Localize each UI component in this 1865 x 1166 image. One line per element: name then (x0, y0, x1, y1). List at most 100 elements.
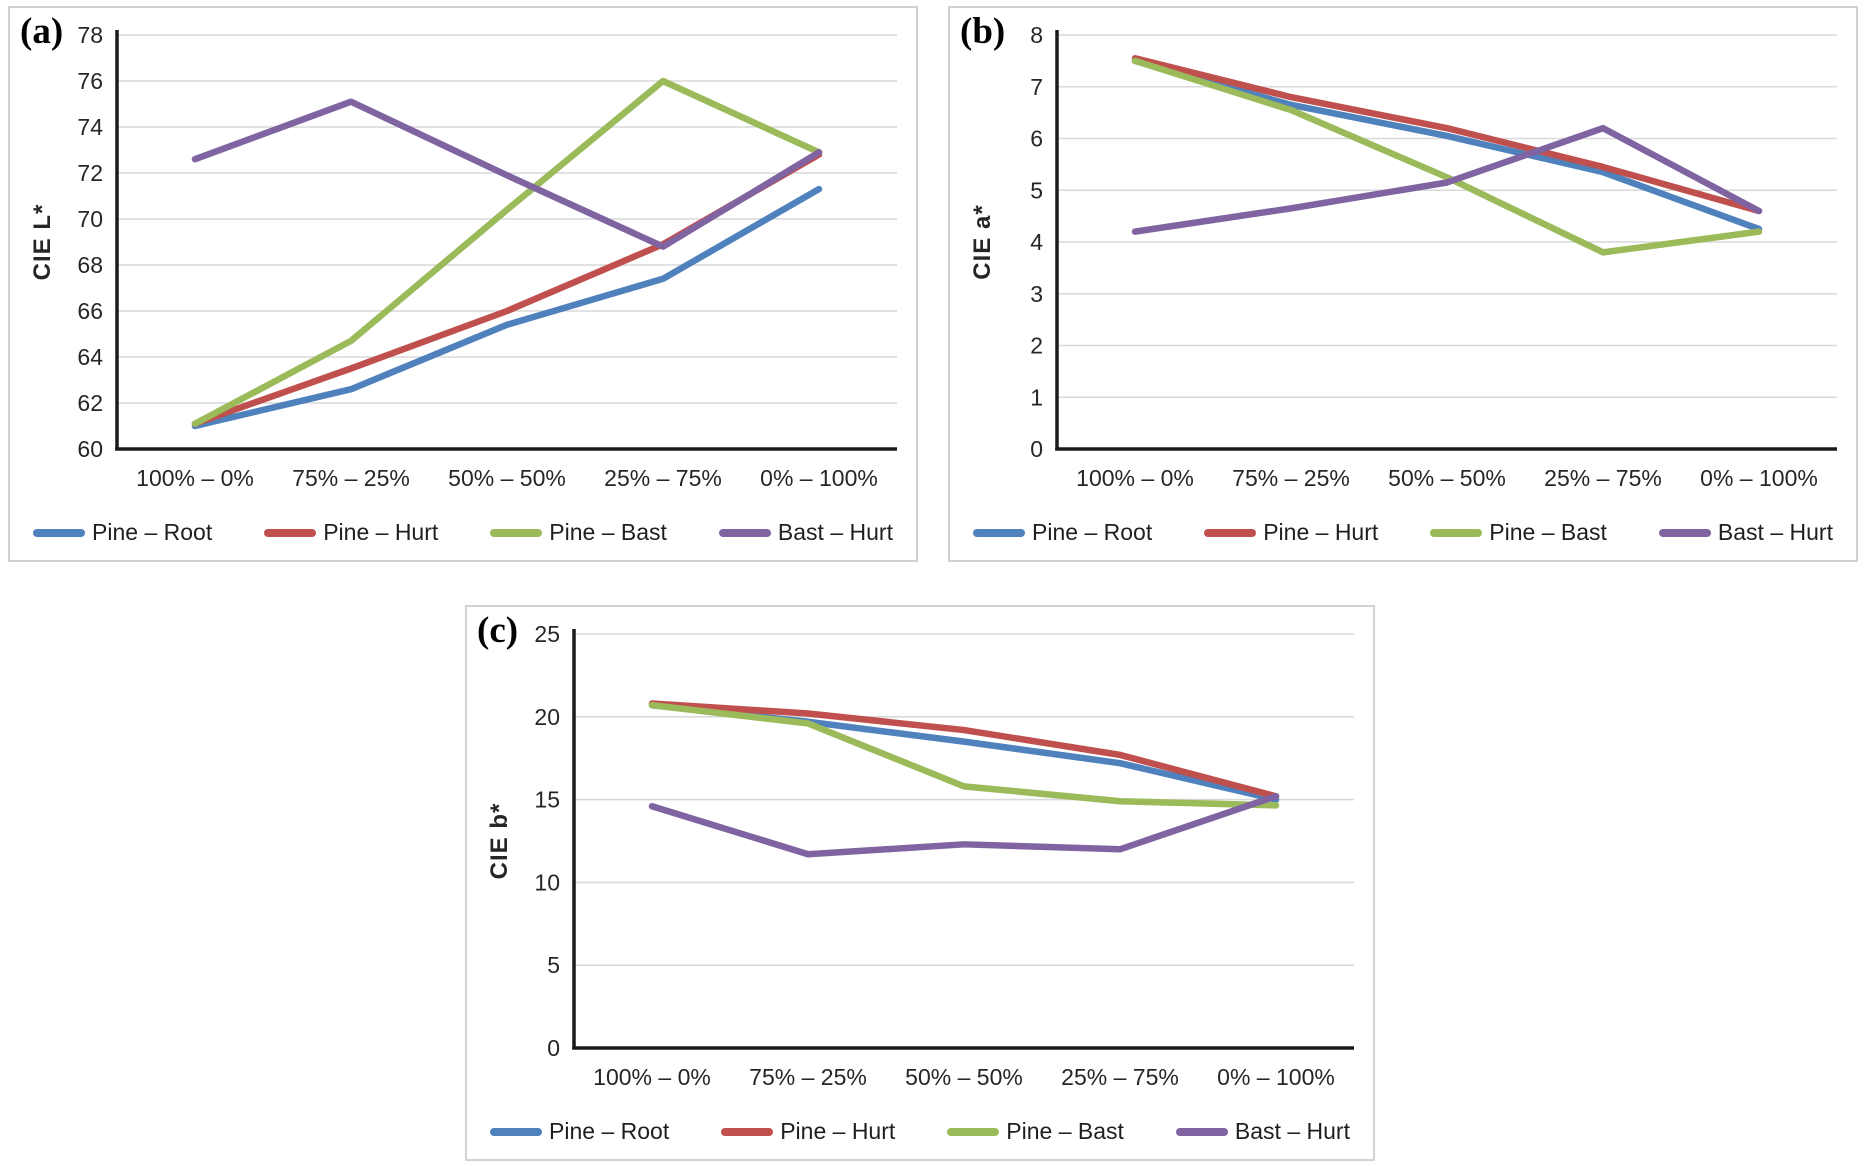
chart-b-legend: Pine – Root Pine – Hurt Pine – Bast Bast – … (950, 519, 1856, 546)
y-tick-label: 10 (534, 869, 560, 895)
x-tick-label: 100% – 0% (593, 1064, 711, 1090)
legend-swatch-icon (264, 528, 317, 537)
y-tick-label: 2 (1030, 333, 1043, 359)
x-tick-label: 25% – 75% (1544, 465, 1662, 491)
legend-swatch-icon (1430, 528, 1483, 537)
y-tick-label: 6 (1030, 126, 1043, 152)
panel-b: (b) 0 1 2 3 4 5 6 7 8 100% – 0% 75% – 25% 50% – 50%… (948, 6, 1858, 562)
y-tick-label: 64 (77, 344, 103, 370)
x-tick-label: 100% – 0% (136, 465, 254, 491)
legend-item: Pine – Root (33, 519, 212, 546)
legend-swatch-icon (1204, 528, 1257, 537)
legend-swatch-icon (973, 528, 1026, 537)
legend-label: Pine – Hurt (780, 1118, 896, 1144)
series-line-pine-root (1131, 57, 1763, 233)
chart-a-legend: Pine – Root Pine – Hurt Pine – Bast Bast – … (10, 519, 916, 546)
y-tick-label: 0 (1030, 436, 1043, 462)
x-tick-label: 75% – 25% (1232, 465, 1350, 491)
panel-a-label: (a) (20, 11, 64, 52)
panel-b-label: (b) (960, 11, 1006, 52)
legend-swatch-icon (721, 1127, 774, 1136)
y-tick-label: 20 (534, 704, 560, 730)
legend-label: Pine – Bast (1489, 519, 1607, 545)
legend-swatch-icon (1175, 1127, 1228, 1136)
y-axis-title: CIE L* (29, 204, 56, 281)
y-axis-title: CIE a* (969, 204, 996, 279)
series-line-bast-hurt (191, 98, 823, 250)
x-tick-label: 75% – 25% (749, 1064, 867, 1090)
legend-item: Pine – Root (490, 1118, 669, 1145)
x-tick-label: 25% – 75% (1061, 1064, 1179, 1090)
legend-item: Bast – Hurt (718, 519, 893, 546)
legend-label: Pine – Bast (549, 519, 667, 545)
series-line-pine-hurt (648, 700, 1280, 800)
series-line-bast-hurt (1131, 124, 1763, 235)
x-tick-label: 100% – 0% (1076, 465, 1194, 491)
legend-swatch-icon (490, 1127, 543, 1136)
y-tick-label: 62 (77, 390, 103, 416)
legend-item: Pine – Bast (947, 1118, 1124, 1145)
y-tick-label: 76 (77, 68, 103, 94)
y-tick-label: 68 (77, 252, 103, 278)
legend-label: Pine – Hurt (1263, 519, 1379, 545)
legend-item: Pine – Hurt (721, 1118, 895, 1145)
chart-c-plot: 0 5 10 15 20 25 100% – 0% 75% – 25% 50% – 50% 25%… (486, 621, 1354, 1090)
y-tick-label: 8 (1030, 22, 1043, 48)
legend-label: Bast – Hurt (1234, 1118, 1350, 1144)
x-tick-label: 0% – 100% (760, 465, 878, 491)
legend-label: Pine – Root (1032, 519, 1153, 545)
y-tick-label: 60 (77, 436, 103, 462)
legend-swatch-icon (947, 1127, 1000, 1136)
legend-label: Pine – Root (549, 1118, 670, 1144)
legend-label: Bast – Hurt (1717, 519, 1833, 545)
x-tick-label: 50% – 50% (905, 1064, 1023, 1090)
y-tick-label: 0 (547, 1035, 560, 1061)
x-tick-label: 0% – 100% (1700, 465, 1818, 491)
y-tick-label: 70 (77, 206, 103, 232)
panel-c-label: (c) (477, 610, 519, 651)
y-tick-label: 15 (534, 787, 560, 813)
legend-item: Pine – Root (973, 519, 1152, 546)
legend-swatch-icon (490, 528, 543, 537)
series-line-bast-hurt (648, 793, 1280, 858)
y-tick-label: 74 (77, 114, 103, 140)
series-line-pine-bast (1131, 57, 1763, 256)
x-tick-label: 50% – 50% (448, 465, 566, 491)
y-tick-label: 3 (1030, 281, 1043, 307)
legend-item: Pine – Bast (490, 519, 667, 546)
legend-item: Bast – Hurt (1175, 1118, 1350, 1145)
legend-item: Pine – Bast (1430, 519, 1607, 546)
legend-item: Pine – Hurt (264, 519, 438, 546)
series-line-pine-hurt (1131, 55, 1763, 215)
panel-c: (c) 0 5 10 15 20 25 100% – 0% 75% – 25% 50% – 50… (465, 605, 1375, 1161)
series-line-pine-root (191, 185, 823, 430)
y-tick-label: 72 (77, 160, 103, 186)
series-line-pine-hurt (191, 151, 823, 427)
legend-label: Pine – Root (92, 519, 213, 545)
panel-a: (a) 60 62 64 66 68 70 72 74 76 78 100% – 0% 75% – 2… (8, 6, 918, 562)
chart-a-plot: 60 62 64 66 68 70 72 74 76 78 100% – 0% 75% – 25% 50… (29, 22, 897, 491)
y-tick-label: 78 (77, 22, 103, 48)
legend-swatch-icon (1658, 528, 1711, 537)
legend-label: Bast – Hurt (777, 519, 893, 545)
series-line-pine-bast (648, 701, 1280, 809)
series-line-pine-bast (191, 77, 823, 427)
legend-swatch-icon (33, 528, 86, 537)
y-tick-label: 4 (1030, 229, 1043, 255)
x-tick-label: 0% – 100% (1217, 1064, 1335, 1090)
chart-b-plot: 0 1 2 3 4 5 6 7 8 100% – 0% 75% – 25% 50% – 50% 25% … (969, 22, 1837, 491)
chart-c-legend: Pine – Root Pine – Hurt Pine – Bast Bast – … (467, 1118, 1373, 1145)
legend-item: Pine – Hurt (1204, 519, 1378, 546)
x-tick-label: 50% – 50% (1388, 465, 1506, 491)
legend-swatch-icon (718, 528, 771, 537)
legend-label: Pine – Bast (1006, 1118, 1124, 1144)
y-tick-label: 66 (77, 298, 103, 324)
y-tick-label: 1 (1030, 384, 1043, 410)
y-tick-label: 7 (1030, 74, 1043, 100)
y-axis-title: CIE b* (486, 803, 513, 880)
legend-label: Pine – Hurt (323, 519, 439, 545)
legend-item: Bast – Hurt (1658, 519, 1833, 546)
x-tick-label: 25% – 75% (604, 465, 722, 491)
x-tick-label: 75% – 25% (292, 465, 410, 491)
